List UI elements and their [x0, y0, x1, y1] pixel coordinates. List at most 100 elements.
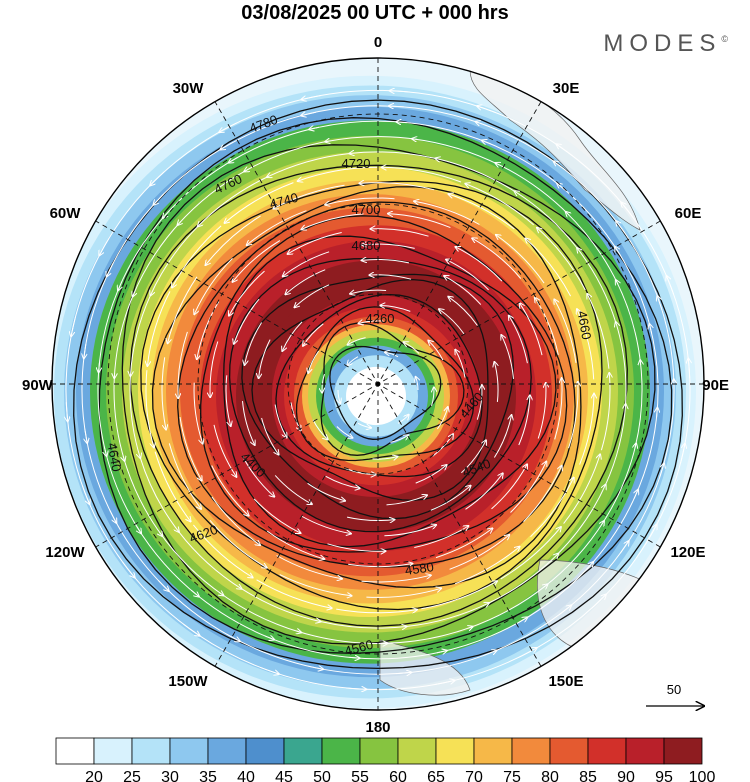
wind-arrow: [518, 395, 530, 446]
wind-arrow: [421, 581, 497, 610]
latitude-circle: [197, 203, 559, 565]
wind-arrow: [430, 486, 471, 511]
wind-arrow: [554, 378, 562, 440]
wind-arrow: [432, 434, 453, 457]
reference-vector: 50: [646, 682, 704, 706]
contour-label: 4580: [404, 559, 435, 578]
wind-arrow: [308, 350, 320, 373]
colorbar-swatch: [511, 737, 551, 765]
latitude-circle: [107, 113, 649, 655]
wind-arrow: [325, 136, 418, 142]
wind-arrow: [325, 475, 360, 488]
wind-arrow: [206, 215, 261, 265]
longitude-labels: 0 30E 60E 90E 120E 150E 180 150W 120W 90W 60W 30W: [22, 34, 729, 736]
latitude-circle: [287, 293, 469, 475]
wind-arrow: [525, 238, 572, 297]
height-contour: [121, 144, 656, 645]
wind-arrow: [295, 284, 330, 308]
wind-arrow: [283, 251, 330, 276]
wind-arrow: [325, 197, 395, 205]
wind-arrow: [414, 201, 480, 225]
wind-arrow: [454, 547, 519, 585]
wind-arrow: [577, 248, 617, 323]
colorbar: 20 25 30 35 40 45 50 55 60 65 70 75 80 85 90 95 100: [55, 737, 715, 782]
contour-label: 4740: [268, 190, 300, 212]
wind-arrow: [161, 357, 166, 429]
wind-arrow: [587, 294, 610, 369]
longitude-label: 0: [374, 34, 382, 51]
contour-label: 4660: [575, 310, 595, 341]
wind-arrow: [346, 516, 394, 520]
wind-arrow: [303, 323, 324, 346]
colorbar-label: 20: [85, 769, 103, 782]
wind-arrow: [241, 588, 320, 622]
wind-arrow: [600, 373, 610, 451]
wind-arrow: [145, 370, 154, 447]
wind-arrow: [465, 473, 503, 510]
wind-arrow: [369, 275, 412, 280]
wind-arrow: [350, 152, 436, 159]
wind-arrow: [213, 424, 236, 477]
wind-arrow: [266, 530, 324, 559]
colorbar-label: 75: [503, 769, 521, 782]
wind-arrow: [415, 465, 447, 484]
wind-arrow: [154, 451, 191, 522]
contour-label: 4260: [366, 311, 395, 326]
wind-arrow: [276, 555, 342, 579]
wind-arrow: [245, 322, 263, 365]
wind-arrow: [327, 543, 386, 551]
wind-arrow: [371, 229, 429, 237]
wind-arrow: [428, 341, 444, 361]
wind-arrow: [361, 575, 431, 583]
wind-arrow: [404, 342, 420, 354]
wind-arrow: [616, 322, 627, 405]
colorbar-swatch: [587, 737, 627, 765]
wind-arrow: [359, 321, 384, 324]
wind-arrow: [455, 350, 466, 378]
wind-arrow: [282, 321, 303, 351]
wind-arrow: [247, 210, 307, 245]
wind-arrow: [385, 352, 399, 358]
longitude-label: 60E: [675, 205, 702, 222]
wind-arrow: [242, 455, 275, 497]
wind-arrow: [211, 465, 249, 516]
contour-label: 4680: [352, 238, 381, 253]
colorbar-swatch: [207, 737, 247, 765]
height-contour: [275, 293, 483, 478]
wind-arrow: [449, 535, 510, 570]
wind-arrow: [537, 228, 586, 291]
colorbar-swatch: [549, 737, 589, 765]
height-contour: [129, 164, 628, 627]
longitude-label: 150E: [548, 673, 583, 690]
wind-arrow: [382, 167, 462, 183]
colorbar-label: 50: [313, 769, 331, 782]
wind-arrow: [229, 270, 265, 316]
longitude-label: 30W: [173, 80, 205, 97]
height-contour: [223, 235, 557, 548]
wind-arrow: [172, 225, 222, 288]
wind-arrow: [198, 176, 268, 226]
wind-arrow: [372, 457, 398, 460]
wind-arrow: [298, 166, 378, 181]
wind-arrow: [285, 269, 326, 295]
wind-arrow: [579, 394, 594, 465]
colorbar-label: 85: [579, 769, 597, 782]
wind-arrow: [568, 382, 578, 449]
colorbar-swatch: [131, 737, 171, 765]
longitude-label: 150W: [168, 673, 208, 690]
wind-arrow: [312, 419, 328, 440]
wind-arrow: [416, 377, 418, 391]
wind-arrow: [234, 298, 260, 344]
wind-arrow: [577, 309, 595, 380]
wind-arrow: [301, 89, 410, 99]
map-title: 03/08/2025 00 UTC + 000 hrs: [241, 2, 509, 24]
wind-arrow: [267, 153, 350, 178]
height-contour: [73, 99, 683, 670]
wind-arrow: [491, 464, 528, 510]
colorbar-swatch: [245, 737, 285, 765]
colorbar-swatch: [625, 737, 665, 765]
wind-arrow: [290, 402, 301, 430]
wind-arrow: [336, 609, 417, 613]
wind-arrow: [530, 478, 574, 538]
